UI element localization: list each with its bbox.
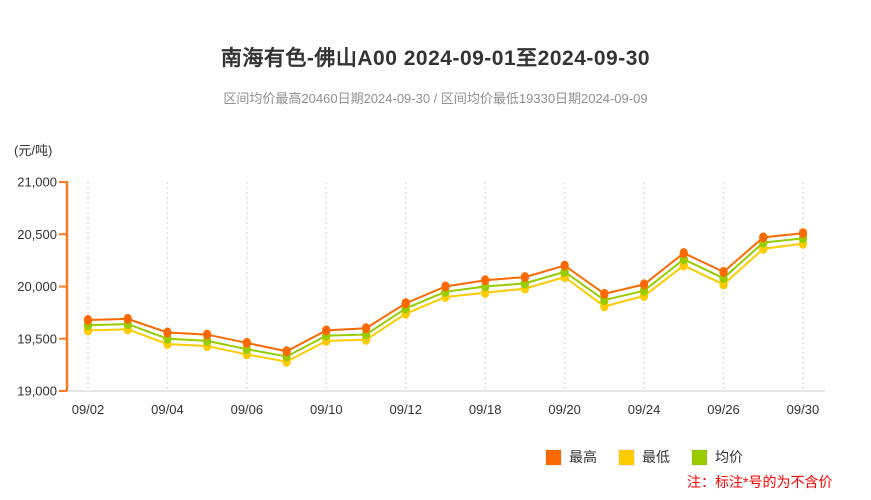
data-point-high bbox=[322, 325, 331, 336]
footnote: 注：标注*号的为不含价 bbox=[687, 474, 833, 490]
legend-swatch-avg bbox=[691, 448, 708, 466]
y-tick-label: 20,000 bbox=[17, 279, 57, 294]
data-point-high bbox=[520, 272, 530, 283]
y-tick-label: 19,500 bbox=[17, 331, 57, 346]
chart-title: 南海有色-佛山A00 2024-09-01至2024-09-30 bbox=[220, 47, 651, 70]
legend: 最高 最低 均价 bbox=[545, 447, 743, 467]
data-point-high bbox=[600, 288, 609, 299]
data-point-high bbox=[798, 228, 808, 239]
data-point-high bbox=[560, 260, 569, 271]
x-tick-label: 09/06 bbox=[231, 402, 264, 417]
legend-item-high: 最高 bbox=[545, 447, 597, 467]
y-tick-label: 21,000 bbox=[17, 175, 57, 190]
data-point-high bbox=[242, 337, 252, 348]
legend-swatch-high bbox=[545, 448, 562, 466]
x-tick-label: 09/10 bbox=[310, 402, 343, 417]
legend-item-low: 最低 bbox=[618, 447, 670, 467]
data-point-high bbox=[441, 281, 450, 292]
series-line-low bbox=[87, 242, 804, 363]
data-point-high bbox=[679, 248, 688, 259]
data-point-high bbox=[123, 313, 132, 324]
x-tick-label: 09/30 bbox=[787, 402, 820, 417]
x-tick-label: 09/04 bbox=[151, 402, 184, 417]
data-point-high bbox=[83, 314, 93, 325]
data-point-high bbox=[361, 323, 371, 334]
data-point-high bbox=[401, 298, 410, 309]
data-point-high bbox=[481, 275, 490, 286]
x-tick-label: 09/26 bbox=[707, 402, 740, 417]
y-axis-unit-label: (元/吨) bbox=[14, 143, 53, 158]
x-tick-label: 09/24 bbox=[628, 402, 661, 417]
data-point-high bbox=[639, 279, 649, 290]
data-point-high bbox=[759, 232, 768, 243]
x-tick-label: 09/20 bbox=[548, 402, 581, 417]
data-point-high bbox=[163, 327, 172, 338]
legend-swatch-low bbox=[618, 448, 635, 466]
x-tick-label: 09/18 bbox=[469, 402, 502, 417]
legend-label-high: 最高 bbox=[569, 449, 597, 465]
data-point-high bbox=[202, 329, 212, 340]
y-tick-label: 20,500 bbox=[17, 227, 57, 242]
x-tick-label: 09/12 bbox=[389, 402, 422, 417]
price-chart: 19,000 19,500 20,000 20,500 21,000 09/02 09/04… bbox=[17, 175, 825, 417]
chart-subtitle: 区间均价最高20460日期2024-09-30 / 区间均价最低19330日期2… bbox=[223, 91, 648, 106]
data-point-high bbox=[719, 266, 728, 277]
legend-label-low: 最低 bbox=[642, 449, 670, 465]
legend-label-avg: 均价 bbox=[715, 449, 743, 465]
legend-item-avg: 均价 bbox=[691, 447, 743, 467]
x-tick-label: 09/02 bbox=[72, 402, 105, 417]
y-tick-label: 19,000 bbox=[17, 384, 57, 399]
data-point-high bbox=[282, 346, 291, 357]
